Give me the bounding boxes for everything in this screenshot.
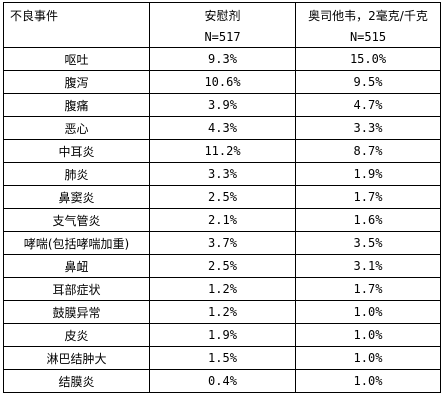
placebo-cell: 1.2% [149,300,296,324]
oseltamivir-cell: 3.3% [295,116,441,140]
table-row: 恶心 4.3% 3.3% [3,116,441,140]
header-event: 不良事件 [3,2,150,48]
placebo-cell: 2.5% [149,185,296,209]
oseltamivir-cell: 1.6% [295,208,441,232]
event-cell: 鼓膜异常 [3,300,150,324]
placebo-cell: 0.4% [149,369,296,393]
table-row: 支气管炎 2.1% 1.6% [3,208,441,232]
header-oseltamivir-n: N=515 [349,30,387,44]
placebo-cell: 10.6% [149,70,296,94]
table-row: 肺炎 3.3% 1.9% [3,162,441,186]
header-event-label: 不良事件 [10,9,59,23]
table-row: 腹痛 3.9% 4.7% [3,93,441,117]
event-cell: 鼻窦炎 [3,185,150,209]
placebo-cell: 3.7% [149,231,296,255]
table-row: 皮炎 1.9% 1.0% [3,323,441,347]
table-row: 结膜炎 0.4% 1.0% [3,369,441,393]
header-placebo-n: N=517 [204,30,241,44]
table-row: 呕吐 9.3% 15.0% [3,47,441,71]
oseltamivir-cell: 1.9% [295,162,441,186]
oseltamivir-cell: 8.7% [295,139,441,163]
table-row: 中耳炎 11.2% 8.7% [3,139,441,163]
table-row: 鼻衄 2.5% 3.1% [3,254,441,278]
placebo-cell: 2.5% [149,254,296,278]
oseltamivir-cell: 9.5% [295,70,441,94]
table-row: 耳部症状 1.2% 1.7% [3,277,441,301]
event-cell: 恶心 [3,116,150,140]
placebo-cell: 9.3% [149,47,296,71]
oseltamivir-cell: 1.7% [295,277,441,301]
oseltamivir-cell: 1.0% [295,323,441,347]
oseltamivir-cell: 1.0% [295,300,441,324]
event-cell: 腹泻 [3,70,150,94]
oseltamivir-cell: 1.0% [295,346,441,370]
placebo-cell: 3.9% [149,93,296,117]
table-row: 淋巴结肿大 1.5% 1.0% [3,346,441,370]
header-oseltamivir-label: 奥司他韦，2毫克/千克 [308,9,428,23]
table-header-row: 不良事件 安慰剂 N=517 奥司他韦，2毫克/千克 N=515 [3,2,441,48]
oseltamivir-cell: 3.1% [295,254,441,278]
event-cell: 耳部症状 [3,277,150,301]
table-row: 哮喘(包括哮喘加重) 3.7% 3.5% [3,231,441,255]
event-cell: 支气管炎 [3,208,150,232]
table-row: 腹泻 10.6% 9.5% [3,70,441,94]
event-cell: 结膜炎 [3,369,150,393]
adverse-events-table: 不良事件 安慰剂 N=517 奥司他韦，2毫克/千克 N=515 呕吐 9.3% 1… [3,2,441,393]
event-cell: 肺炎 [3,162,150,186]
table-row: 鼓膜异常 1.2% 1.0% [3,300,441,324]
header-placebo-label: 安慰剂 [204,9,241,23]
oseltamivir-cell: 1.0% [295,369,441,393]
placebo-cell: 3.3% [149,162,296,186]
header-oseltamivir: 奥司他韦，2毫克/千克 N=515 [295,2,441,48]
event-cell: 呕吐 [3,47,150,71]
event-cell: 鼻衄 [3,254,150,278]
event-cell: 中耳炎 [3,139,150,163]
placebo-cell: 1.2% [149,277,296,301]
oseltamivir-cell: 3.5% [295,231,441,255]
header-placebo: 安慰剂 N=517 [149,2,296,48]
table-body: 呕吐 9.3% 15.0% 腹泻 10.6% 9.5% 腹痛 3.9% 4.7% 恶心 4.3% 3.… [3,47,441,393]
oseltamivir-cell: 15.0% [295,47,441,71]
oseltamivir-cell: 1.7% [295,185,441,209]
event-cell: 腹痛 [3,93,150,117]
placebo-cell: 4.3% [149,116,296,140]
event-cell: 哮喘(包括哮喘加重) [3,231,150,255]
oseltamivir-cell: 4.7% [295,93,441,117]
table-row: 鼻窦炎 2.5% 1.7% [3,185,441,209]
placebo-cell: 2.1% [149,208,296,232]
placebo-cell: 11.2% [149,139,296,163]
event-cell: 皮炎 [3,323,150,347]
placebo-cell: 1.9% [149,323,296,347]
placebo-cell: 1.5% [149,346,296,370]
event-cell: 淋巴结肿大 [3,346,150,370]
